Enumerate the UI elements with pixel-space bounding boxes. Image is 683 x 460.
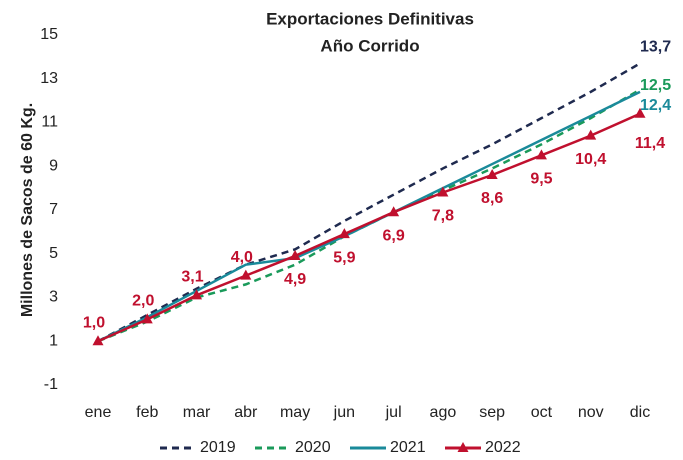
marker <box>535 149 547 160</box>
data-label: 5,9 <box>333 249 355 266</box>
x-tick-label: ene <box>85 404 112 421</box>
marker <box>437 186 449 197</box>
legend-label: 2021 <box>390 439 426 456</box>
x-tick-label: sep <box>479 404 505 421</box>
data-label: 10,4 <box>575 151 606 168</box>
x-tick-label: ago <box>430 404 457 421</box>
data-label: 9,5 <box>530 171 552 188</box>
data-label: 2,0 <box>132 293 154 310</box>
marker <box>486 169 498 179</box>
marker <box>585 129 597 140</box>
x-tick-label: may <box>280 404 310 421</box>
series-line <box>97 112 641 343</box>
series-line <box>97 88 641 343</box>
data-label: 4,9 <box>284 271 306 288</box>
y-tick-label: 3 <box>49 289 58 306</box>
data-label: 1,0 <box>83 314 105 331</box>
legend-label: 2019 <box>200 439 236 456</box>
legend-label: 2022 <box>485 439 521 456</box>
x-tick-label: jun <box>333 404 355 421</box>
data-label: 6,9 <box>383 227 405 244</box>
y-axis-label: Millones de Sacos de 60 Kg. <box>19 103 36 317</box>
data-label: 11,4 <box>635 135 665 152</box>
x-tick-label: abr <box>234 404 258 421</box>
marker <box>191 289 203 300</box>
y-tick-label: 13 <box>40 70 58 87</box>
y-tick-label: 15 <box>40 26 58 43</box>
series-line <box>97 62 641 343</box>
marker <box>240 269 252 280</box>
data-label: 13,7 <box>640 39 671 56</box>
marker <box>141 313 153 324</box>
y-tick-label: 11 <box>41 114 58 131</box>
x-tick-label: dic <box>630 404 650 421</box>
data-label: 7,8 <box>432 208 454 225</box>
x-tick-label: feb <box>136 404 158 421</box>
legend-marker <box>457 442 469 452</box>
y-tick-label: 1 <box>49 332 58 349</box>
data-label: 3,1 <box>181 269 203 286</box>
marker <box>338 228 350 239</box>
x-tick-label: nov <box>578 404 604 421</box>
data-label: 12,4 <box>640 97 671 114</box>
chart-title: Año Corrido <box>320 36 419 55</box>
marker <box>634 107 646 118</box>
chart-title: Exportaciones Definitivas <box>266 9 474 28</box>
x-tick-label: oct <box>531 404 553 421</box>
marker <box>92 335 104 346</box>
data-label: 8,6 <box>481 190 503 207</box>
legend-label: 2020 <box>295 439 331 456</box>
y-tick-label: -1 <box>44 376 58 393</box>
data-label: 4,0 <box>231 249 253 266</box>
marker <box>289 249 301 260</box>
x-tick-label: mar <box>183 404 211 421</box>
y-tick-label: 5 <box>49 245 58 262</box>
data-label: 12,5 <box>640 77 671 94</box>
x-tick-label: jul <box>385 404 402 421</box>
y-tick-label: 9 <box>49 157 58 174</box>
marker <box>388 206 400 217</box>
y-tick-label: 7 <box>49 201 58 218</box>
